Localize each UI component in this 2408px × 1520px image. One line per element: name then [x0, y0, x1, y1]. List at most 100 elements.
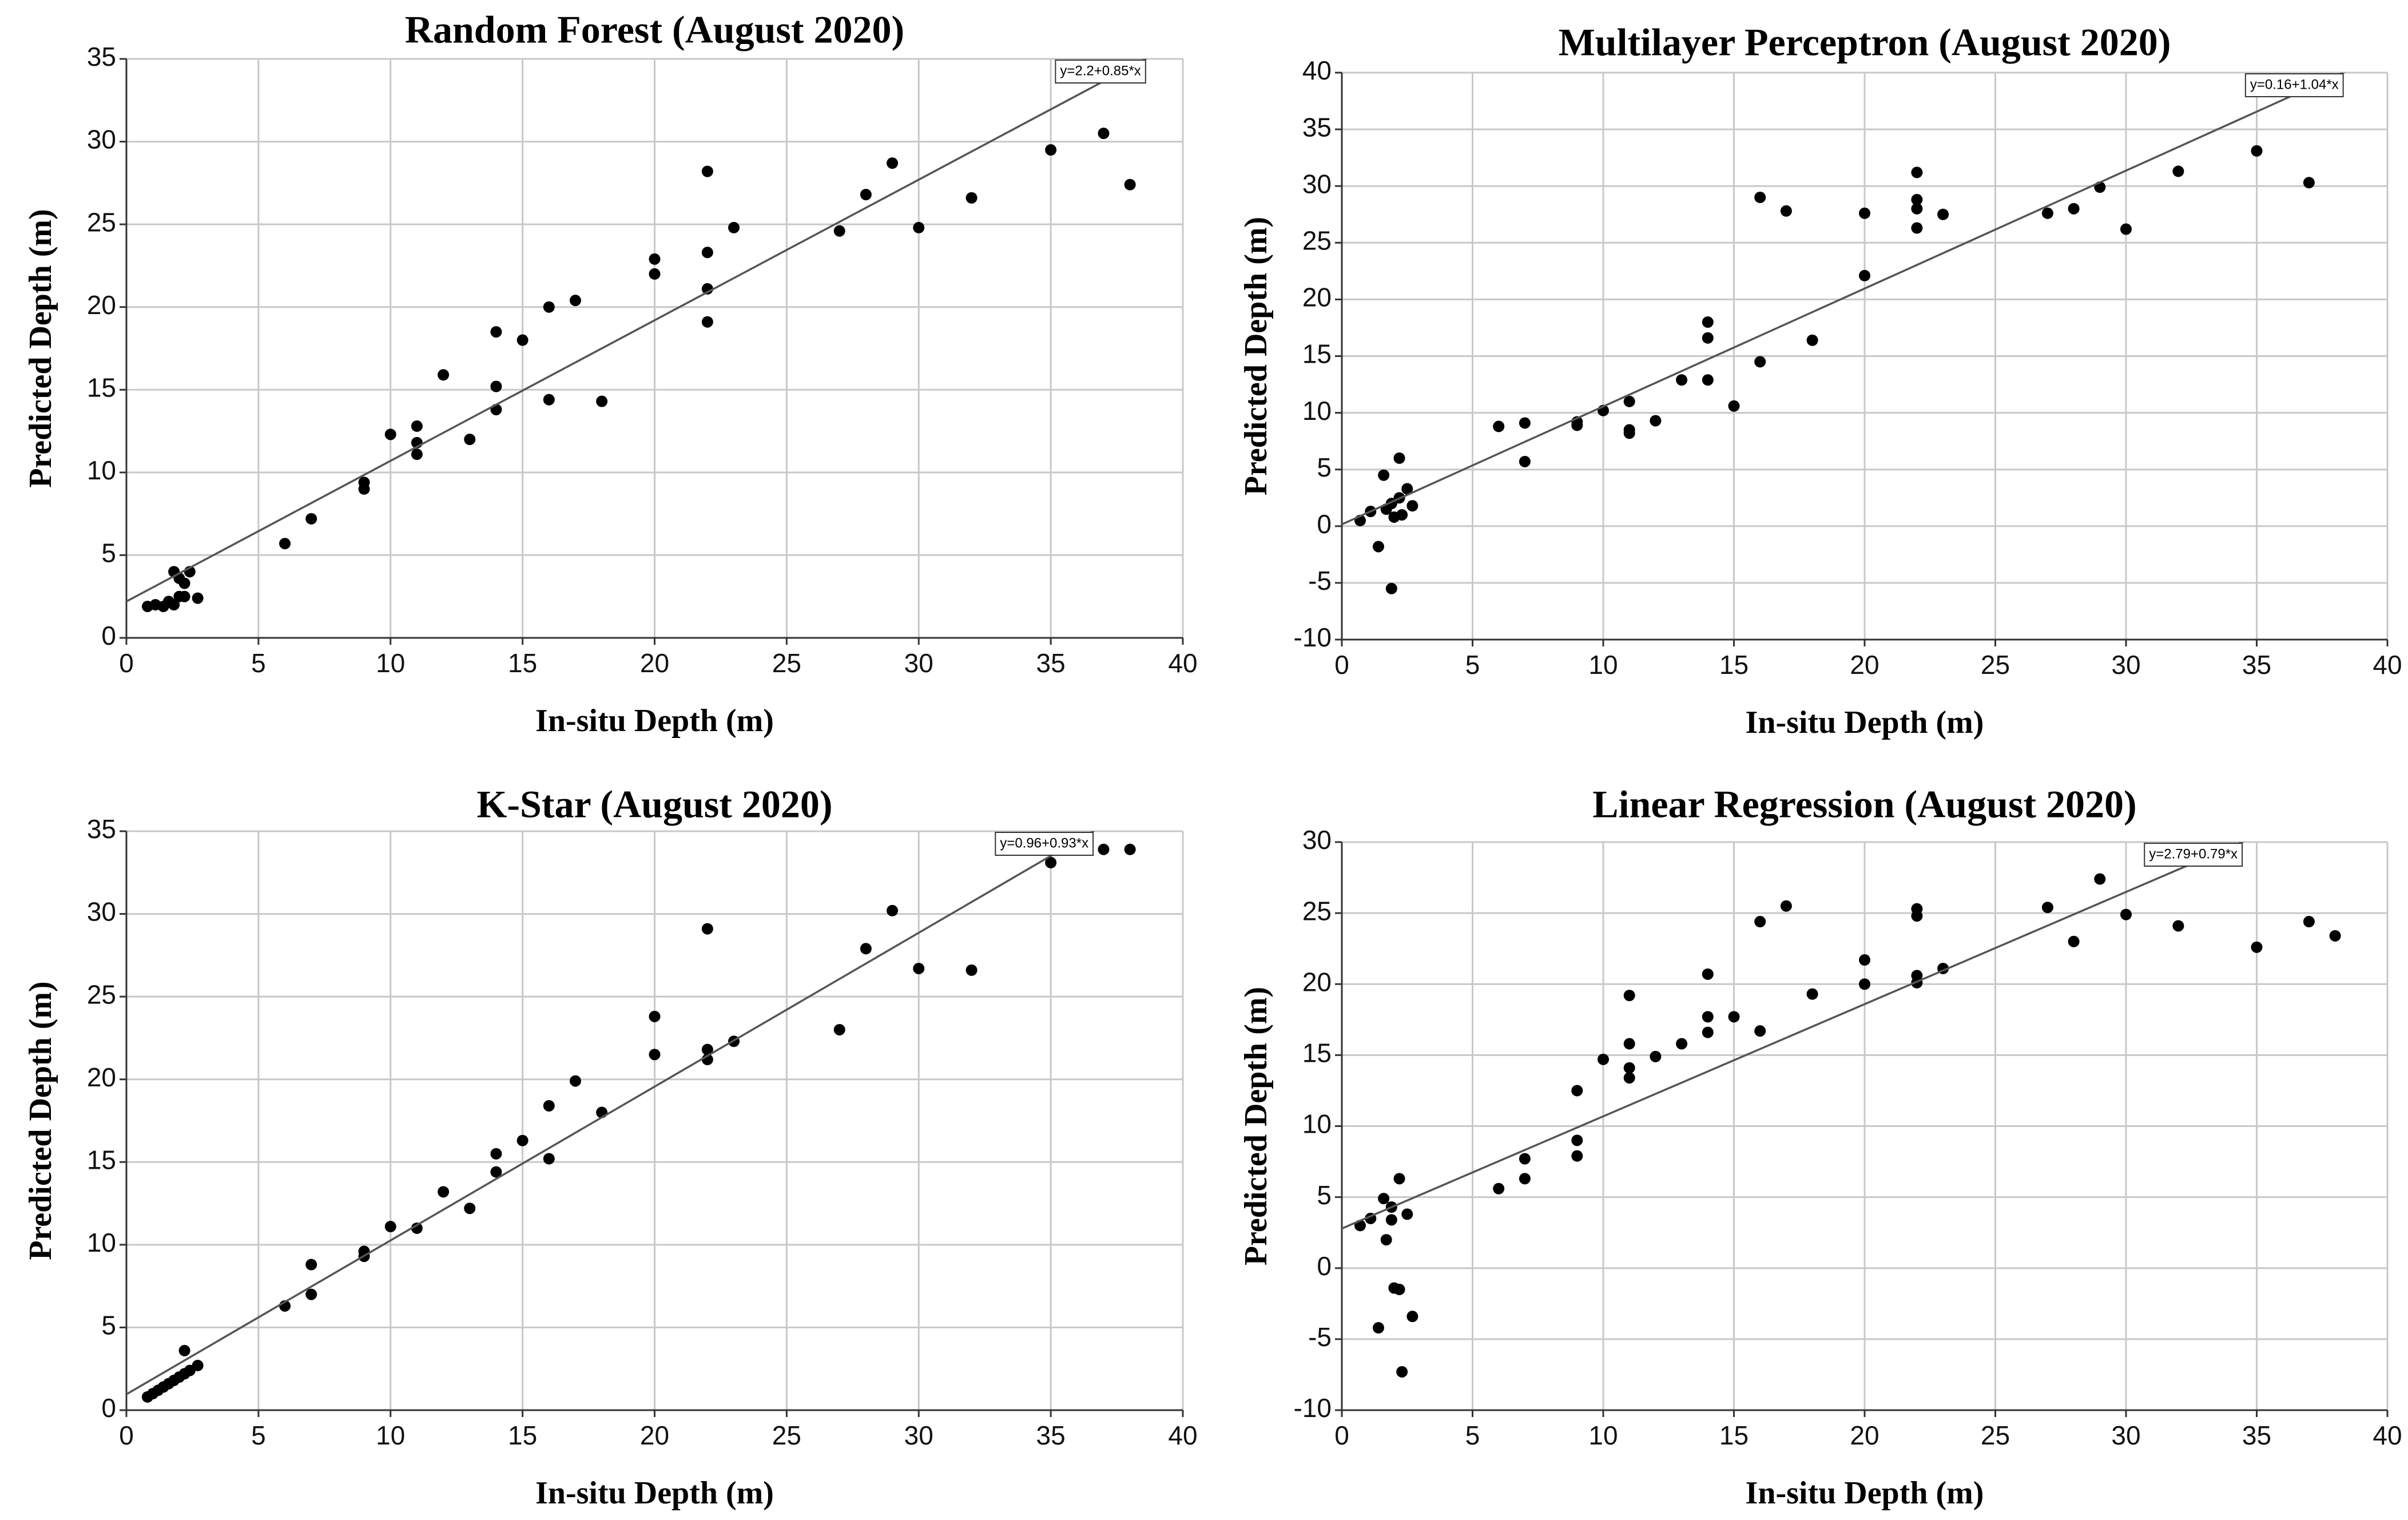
x-tick-label: 35 — [2242, 1420, 2271, 1450]
data-point — [178, 1344, 190, 1356]
data-point — [701, 165, 713, 177]
data-point — [1124, 843, 1136, 855]
data-point — [913, 221, 925, 233]
y-tick-label: 25 — [87, 979, 116, 1009]
x-tick-label: 0 — [119, 648, 134, 678]
data-point — [305, 1259, 317, 1271]
data-point — [178, 577, 190, 589]
data-point — [1754, 1025, 1766, 1037]
data-point — [833, 225, 845, 237]
data-point — [490, 1166, 502, 1178]
data-point — [1396, 509, 1408, 521]
chart-title: K-Star (August 2020) — [476, 783, 832, 826]
y-tick-label: 0 — [101, 621, 116, 650]
data-point — [1806, 334, 1818, 346]
data-point — [1519, 417, 1531, 429]
y-tick-label: 10 — [87, 455, 116, 485]
y-tick-label: 25 — [87, 207, 116, 237]
x-tick-label: 40 — [1168, 648, 1197, 678]
data-point — [1859, 269, 1870, 281]
y-tick-label: -5 — [1308, 1322, 1332, 1352]
x-tick-label: 40 — [1168, 1420, 1197, 1450]
data-point — [1396, 1366, 1408, 1378]
data-point — [728, 221, 740, 233]
data-point — [464, 434, 476, 446]
y-tick-label: 5 — [1317, 453, 1332, 482]
y-tick-label: 20 — [1302, 967, 1332, 997]
data-point — [1859, 207, 1870, 219]
data-point — [1754, 916, 1766, 928]
data-point — [1911, 193, 1923, 205]
data-point — [1911, 910, 1923, 922]
data-point — [1859, 978, 1870, 990]
data-point — [1124, 178, 1136, 191]
data-point — [913, 962, 925, 974]
data-point — [2094, 873, 2106, 885]
x-tick-label: 40 — [2373, 1420, 2402, 1450]
data-point — [2041, 902, 2053, 914]
x-tick-label: 15 — [508, 648, 537, 678]
data-point — [1406, 1311, 1418, 1323]
x-axis-label: In-situ Depth (m) — [535, 703, 774, 739]
fit-line — [126, 831, 1095, 1395]
data-point — [2251, 941, 2263, 953]
x-tick-label: 40 — [2373, 650, 2402, 680]
data-point — [2120, 223, 2132, 235]
x-tick-label: 35 — [2242, 650, 2271, 680]
fit-label-box — [2144, 843, 2243, 867]
data-point — [1378, 469, 1390, 481]
fit-label-box — [995, 832, 1094, 856]
data-point — [833, 1023, 845, 1035]
data-point — [649, 1010, 661, 1022]
x-tick-label: 15 — [508, 1420, 537, 1450]
fit-label: y=0.96+0.93*x — [1000, 835, 1088, 851]
x-tick-label: 35 — [1036, 648, 1066, 678]
data-point — [596, 395, 608, 407]
x-tick-label: 15 — [1719, 1420, 1749, 1450]
data-point — [305, 1288, 317, 1300]
y-tick-label: -10 — [1294, 622, 1332, 652]
data-point — [649, 268, 661, 280]
x-tick-label: 20 — [1850, 650, 1879, 680]
data-point — [1378, 1193, 1390, 1205]
data-point — [1098, 128, 1110, 140]
data-point — [279, 538, 291, 550]
x-tick-label: 10 — [1588, 1420, 1618, 1450]
data-point — [1098, 843, 1110, 855]
data-point — [1598, 1053, 1609, 1065]
data-point — [1393, 1283, 1405, 1295]
data-point — [1754, 192, 1766, 204]
x-tick-label: 30 — [2111, 1420, 2140, 1450]
data-point — [168, 599, 180, 611]
data-point — [411, 1222, 423, 1234]
x-tick-label: 25 — [1981, 650, 2010, 680]
data-point — [543, 1100, 555, 1112]
chart-title: Linear Regression (August 2020) — [1592, 783, 2136, 826]
scatter-panel: 0 5 10 15 20 25 30 35 40 -10 -5 0 5 10 15 20 25 30 35 40 Mul… — [1238, 21, 2402, 740]
y-tick-label: 35 — [87, 42, 116, 72]
data-point — [1623, 990, 1635, 1002]
y-tick-label: 5 — [1317, 1180, 1332, 1210]
data-point — [1493, 1182, 1505, 1194]
data-point — [1911, 203, 1923, 215]
data-point — [192, 592, 204, 604]
y-tick-label: 20 — [87, 290, 116, 320]
data-point — [1519, 455, 1531, 467]
data-point — [1780, 900, 1792, 912]
data-point — [1385, 1214, 1397, 1226]
x-tick-label: 30 — [904, 648, 933, 678]
data-point — [1571, 1134, 1583, 1146]
data-point — [490, 326, 502, 338]
x-tick-label: 25 — [772, 648, 801, 678]
data-point — [649, 253, 661, 265]
data-point — [1911, 222, 1923, 234]
fit-label-box — [2244, 73, 2344, 97]
data-point — [2303, 177, 2315, 189]
x-tick-label: 5 — [1465, 1420, 1480, 1450]
x-tick-label: 5 — [251, 648, 266, 678]
data-point — [1571, 1150, 1583, 1162]
data-point — [1702, 1011, 1714, 1023]
chart-title: Multilayer Perceptron (August 2020) — [1559, 21, 2171, 64]
x-tick-label: 5 — [1465, 650, 1480, 680]
data-point — [2120, 908, 2132, 920]
